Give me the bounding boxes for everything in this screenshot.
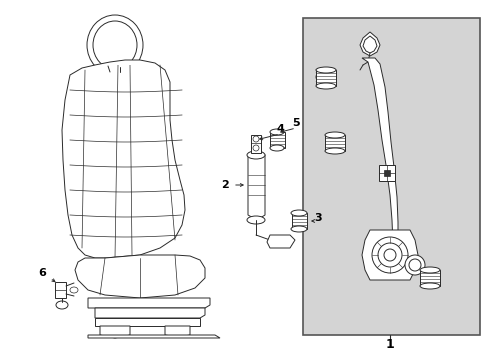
Ellipse shape: [419, 267, 439, 273]
Ellipse shape: [290, 226, 306, 232]
Polygon shape: [325, 70, 328, 85]
Polygon shape: [100, 326, 130, 338]
Bar: [303, 18, 479, 335]
Polygon shape: [359, 32, 379, 56]
Polygon shape: [269, 132, 285, 148]
Ellipse shape: [419, 283, 439, 289]
Ellipse shape: [315, 83, 335, 89]
Polygon shape: [378, 165, 394, 181]
Polygon shape: [315, 70, 335, 86]
Polygon shape: [325, 135, 345, 151]
Ellipse shape: [269, 129, 284, 135]
Polygon shape: [62, 60, 184, 258]
Polygon shape: [88, 298, 209, 308]
Polygon shape: [317, 70, 320, 85]
Polygon shape: [55, 282, 66, 298]
Ellipse shape: [269, 145, 284, 151]
Ellipse shape: [290, 210, 306, 216]
Polygon shape: [419, 270, 439, 286]
Polygon shape: [75, 255, 204, 298]
Polygon shape: [361, 230, 417, 280]
Polygon shape: [250, 135, 261, 153]
Text: 3: 3: [314, 213, 321, 223]
Text: 1: 1: [385, 338, 393, 351]
Polygon shape: [383, 170, 389, 176]
Polygon shape: [266, 235, 294, 248]
Ellipse shape: [325, 132, 345, 138]
Polygon shape: [321, 70, 325, 85]
Polygon shape: [164, 326, 190, 337]
Polygon shape: [247, 150, 264, 220]
Polygon shape: [88, 335, 220, 338]
Text: 4: 4: [276, 124, 284, 134]
Ellipse shape: [246, 216, 264, 224]
Text: 5: 5: [292, 118, 299, 128]
Ellipse shape: [315, 67, 335, 73]
Ellipse shape: [404, 255, 424, 275]
Polygon shape: [291, 213, 306, 229]
Polygon shape: [95, 308, 204, 318]
Polygon shape: [361, 58, 397, 277]
Text: 2: 2: [221, 180, 228, 190]
Text: 6: 6: [38, 268, 46, 278]
Polygon shape: [95, 318, 200, 326]
Ellipse shape: [246, 151, 264, 159]
Ellipse shape: [325, 148, 345, 154]
